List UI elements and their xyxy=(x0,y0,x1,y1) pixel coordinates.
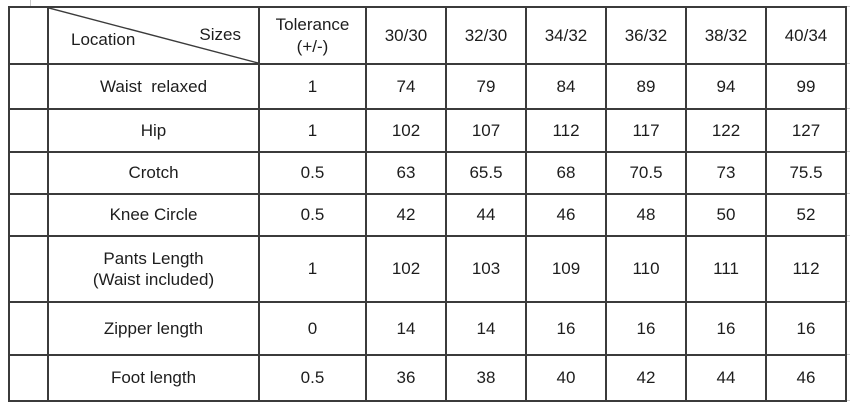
value-cell: 109 xyxy=(525,235,607,303)
tolerance-header-line1: Tolerance xyxy=(275,15,350,35)
value-cell: 44 xyxy=(685,354,767,402)
tolerance-cell: 1 xyxy=(258,235,367,303)
value-cell: 14 xyxy=(365,301,447,356)
table-row: Waist relaxed 1 74 79 84 89 94 99 xyxy=(8,63,847,110)
size-column-header: 34/32 xyxy=(525,6,607,65)
value-cell: 107 xyxy=(445,108,527,153)
gutter-cell xyxy=(8,235,49,303)
gridline-stub xyxy=(845,193,850,194)
value-cell: 75.5 xyxy=(765,151,847,195)
value-cell: 14 xyxy=(445,301,527,356)
tolerance-cell: 1 xyxy=(258,108,367,153)
gridline-stub xyxy=(845,151,850,152)
table-row: Zipper length 0 14 14 16 16 16 16 xyxy=(8,301,847,356)
gridline-stub xyxy=(845,235,850,236)
location-cell: Pants Length (Waist included) xyxy=(47,235,260,303)
size-column-header: 30/30 xyxy=(365,6,447,65)
size-column-header: 32/30 xyxy=(445,6,527,65)
value-cell: 103 xyxy=(445,235,527,303)
value-cell: 122 xyxy=(685,108,767,153)
gutter-cell xyxy=(8,151,49,195)
value-cell: 52 xyxy=(765,193,847,237)
value-cell: 102 xyxy=(365,235,447,303)
gridline-stub xyxy=(845,354,850,355)
tolerance-cell: 0 xyxy=(258,301,367,356)
value-cell: 44 xyxy=(445,193,527,237)
value-cell: 65.5 xyxy=(445,151,527,195)
gutter-cell xyxy=(8,63,49,110)
location-cell: Foot length xyxy=(47,354,260,402)
size-column-header: 36/32 xyxy=(605,6,687,65)
header-row: Sizes Location Tolerance (+/-) 30/30 32/3… xyxy=(8,6,847,65)
gridline-stub xyxy=(845,400,850,401)
value-cell: 40 xyxy=(525,354,607,402)
value-cell: 117 xyxy=(605,108,687,153)
table-row: Knee Circle 0.5 42 44 46 48 50 52 xyxy=(8,193,847,237)
value-cell: 74 xyxy=(365,63,447,110)
value-cell: 16 xyxy=(765,301,847,356)
gutter-cell xyxy=(8,354,49,402)
gutter-cell xyxy=(8,193,49,237)
corner-cell: Sizes Location xyxy=(47,6,260,65)
location-cell: Waist relaxed xyxy=(47,63,260,110)
table-row: Hip 1 102 107 112 117 122 127 xyxy=(8,108,847,153)
value-cell: 46 xyxy=(525,193,607,237)
value-cell: 16 xyxy=(525,301,607,356)
value-cell: 42 xyxy=(365,193,447,237)
gridline-stub xyxy=(845,6,850,7)
value-cell: 99 xyxy=(765,63,847,110)
value-cell: 127 xyxy=(765,108,847,153)
value-cell: 94 xyxy=(685,63,767,110)
diagonal-divider-line xyxy=(49,8,258,63)
location-cell: Hip xyxy=(47,108,260,153)
gutter-cell xyxy=(8,108,49,153)
table-row: Foot length 0.5 36 38 40 42 44 46 xyxy=(8,354,847,402)
value-cell: 36 xyxy=(365,354,447,402)
value-cell: 63 xyxy=(365,151,447,195)
value-cell: 50 xyxy=(685,193,767,237)
tolerance-cell: 0.5 xyxy=(258,193,367,237)
value-cell: 68 xyxy=(525,151,607,195)
table-row: Crotch 0.5 63 65.5 68 70.5 73 75.5 xyxy=(8,151,847,195)
value-cell: 112 xyxy=(525,108,607,153)
value-cell: 111 xyxy=(685,235,767,303)
value-cell: 112 xyxy=(765,235,847,303)
location-cell: Knee Circle xyxy=(47,193,260,237)
location-cell: Crotch xyxy=(47,151,260,195)
location-cell: Zipper length xyxy=(47,301,260,356)
value-cell: 110 xyxy=(605,235,687,303)
size-column-header: 38/32 xyxy=(685,6,767,65)
value-cell: 70.5 xyxy=(605,151,687,195)
value-cell: 73 xyxy=(685,151,767,195)
tolerance-cell: 0.5 xyxy=(258,151,367,195)
tolerance-header-line2: (+/-) xyxy=(296,36,329,56)
corner-label-location: Location xyxy=(71,30,136,49)
gridline-stub xyxy=(845,63,850,64)
table-body: Waist relaxed 1 74 79 84 89 94 99 Hip 1 102 107 112 1… xyxy=(8,63,847,402)
size-chart-table: Sizes Location Tolerance (+/-) 30/30 32/3… xyxy=(8,6,847,402)
value-cell: 38 xyxy=(445,354,527,402)
corner-label-sizes: Sizes xyxy=(199,25,241,44)
gridline-stub xyxy=(845,301,850,302)
value-cell: 46 xyxy=(765,354,847,402)
value-cell: 48 xyxy=(605,193,687,237)
tolerance-column-header: Tolerance (+/-) xyxy=(258,6,367,65)
tolerance-cell: 0.5 xyxy=(258,354,367,402)
value-cell: 102 xyxy=(365,108,447,153)
gridline-stub xyxy=(845,108,850,109)
value-cell: 16 xyxy=(685,301,767,356)
value-cell: 89 xyxy=(605,63,687,110)
size-column-header: 40/34 xyxy=(765,6,847,65)
value-cell: 84 xyxy=(525,63,607,110)
value-cell: 42 xyxy=(605,354,687,402)
table-row: Pants Length (Waist included) 1 102 103 109 1… xyxy=(8,235,847,303)
tolerance-cell: 1 xyxy=(258,63,367,110)
value-cell: 79 xyxy=(445,63,527,110)
gutter-header-cell xyxy=(8,6,49,65)
gridline-stub xyxy=(30,0,31,6)
gutter-cell xyxy=(8,301,49,356)
value-cell: 16 xyxy=(605,301,687,356)
